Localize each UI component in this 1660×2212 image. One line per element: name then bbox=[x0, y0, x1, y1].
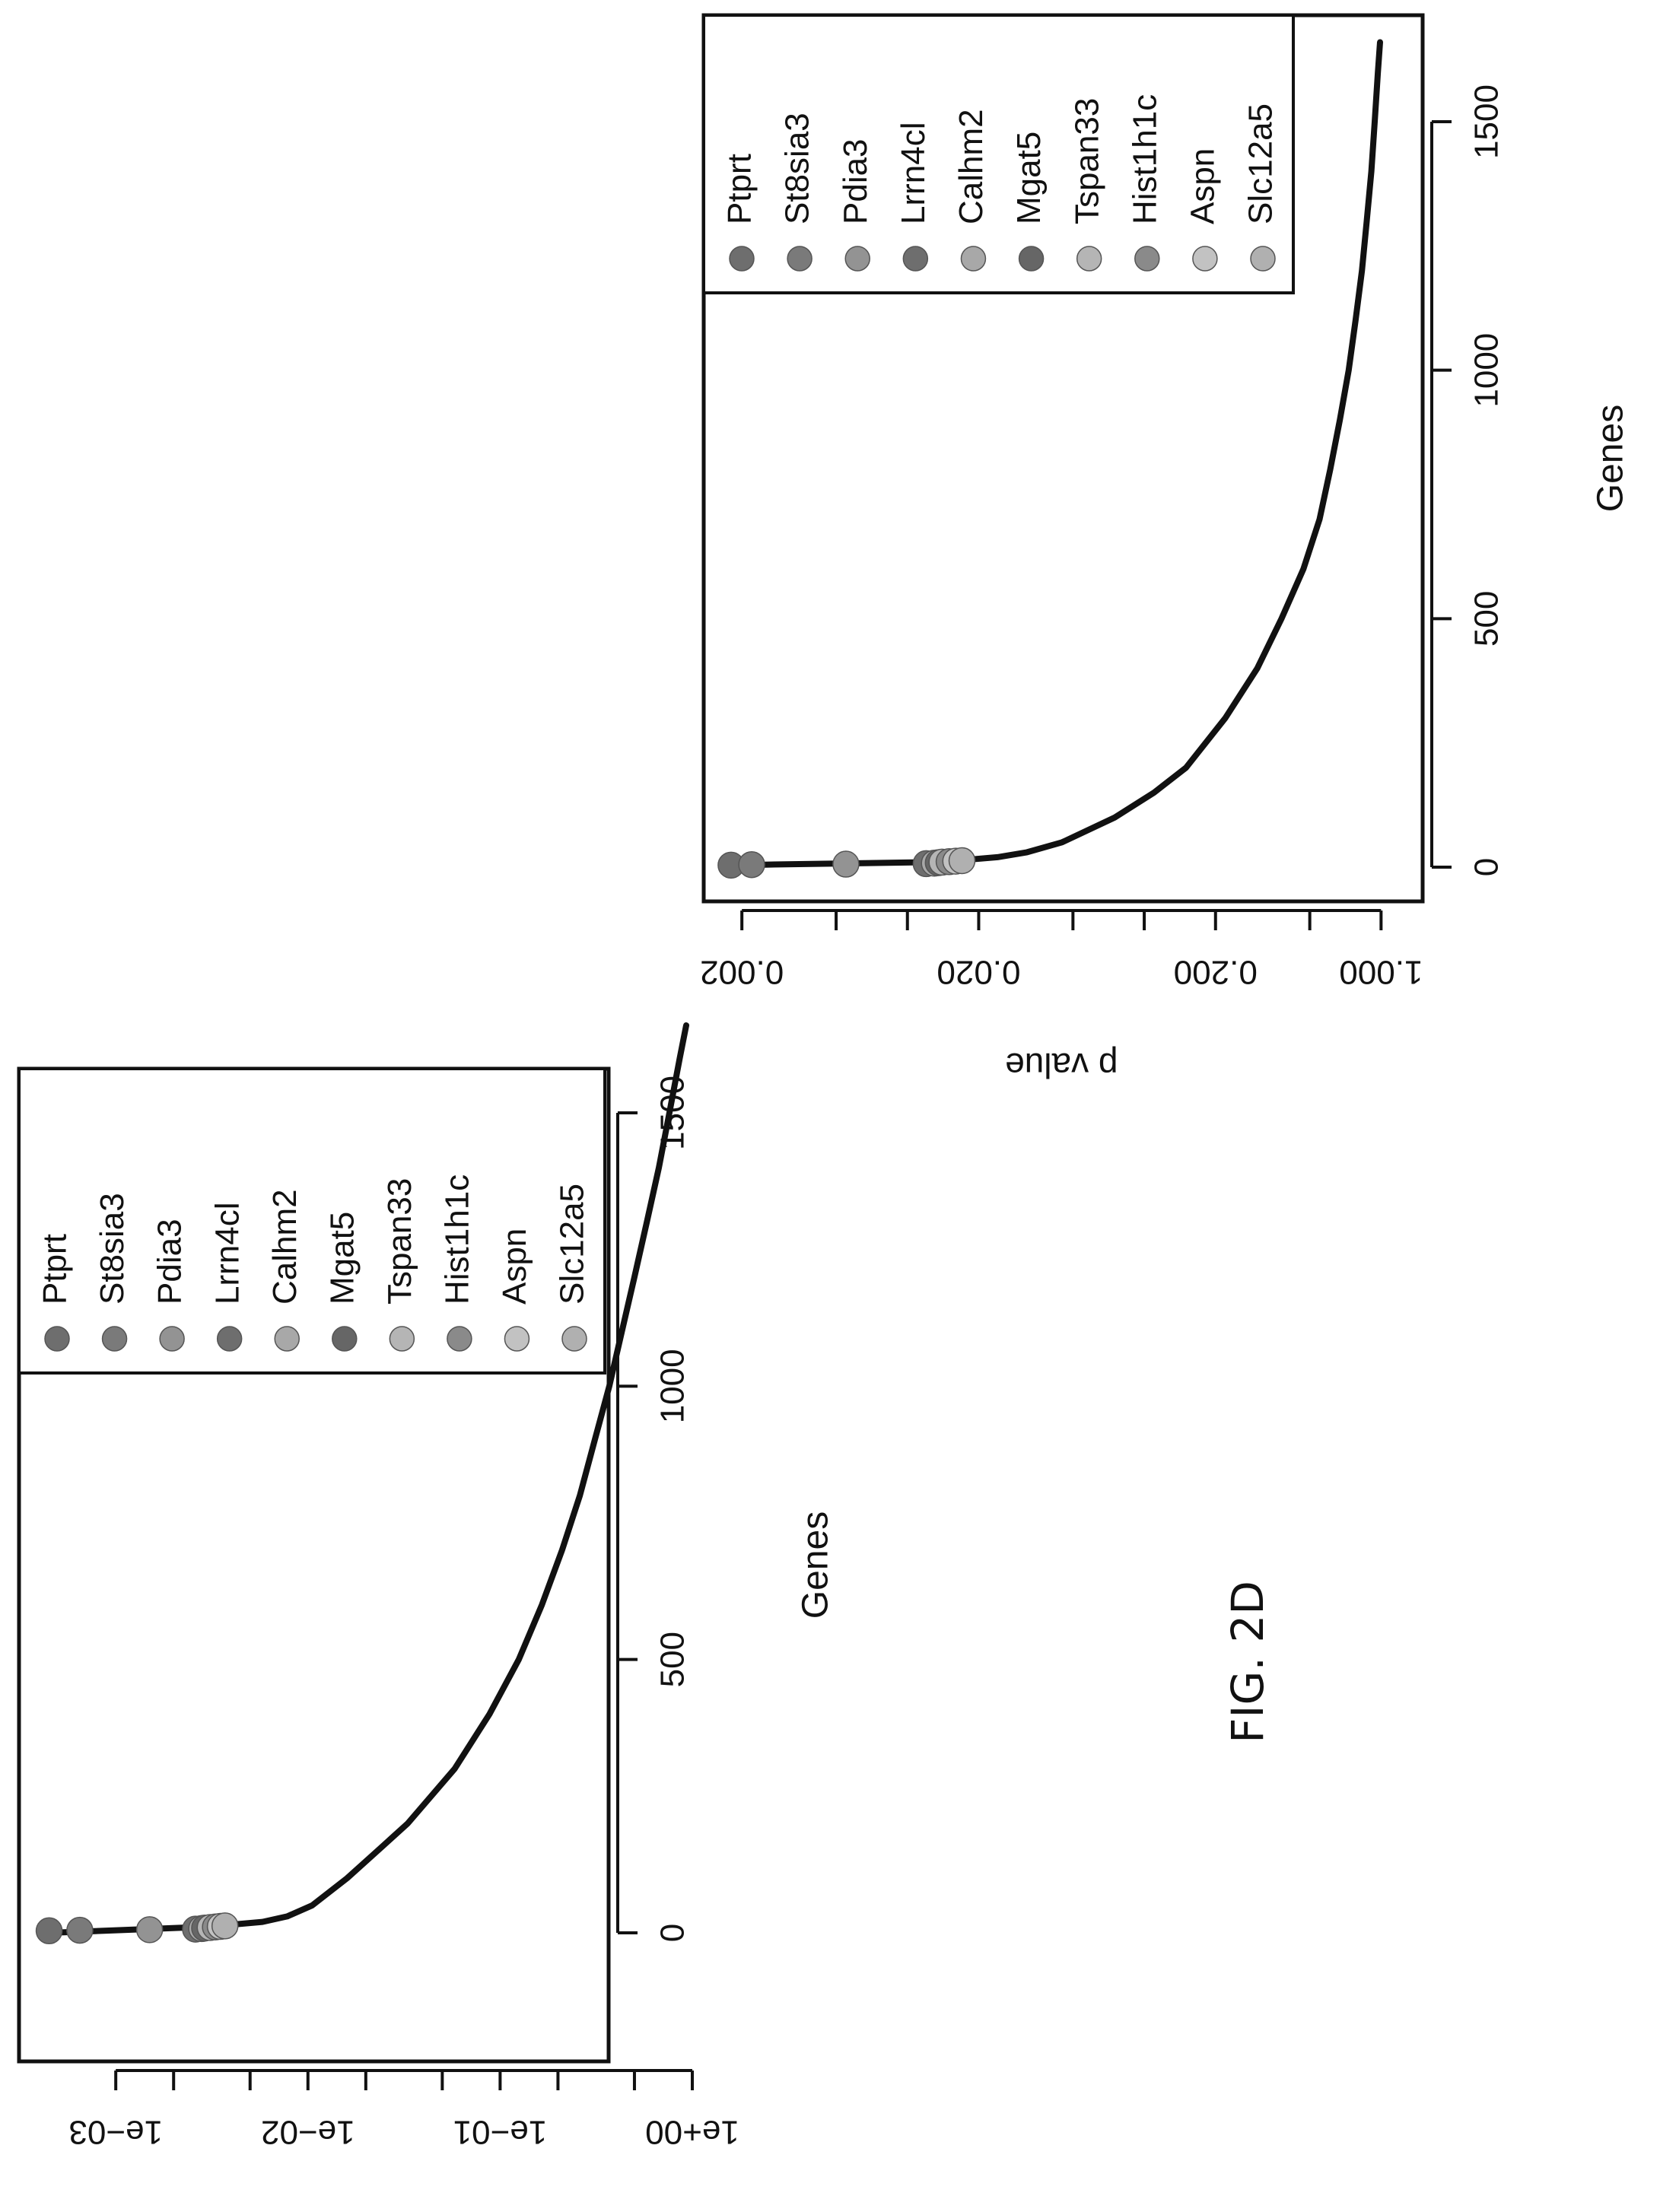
chart-panel-2: 0 500 1000 1500 Genes 1.000 0.200 0.020 0.002 p v… bbox=[700, 13, 1631, 1085]
legend-marker bbox=[389, 1326, 415, 1352]
legend-label: Hist1h1c bbox=[439, 1174, 476, 1305]
legend-marker bbox=[159, 1326, 185, 1352]
legend: Ptprt St8sia3 Pdia3 Lrrn4cl Calhm2 Mgat5 Tspan… bbox=[702, 14, 1295, 294]
y-tick-label: 1e−01 bbox=[453, 2113, 548, 2150]
legend-marker bbox=[216, 1326, 243, 1352]
legend-marker bbox=[960, 246, 987, 272]
legend-marker bbox=[1076, 246, 1102, 272]
y-tick-label: 0.200 bbox=[1174, 953, 1258, 990]
point-st8sia3 bbox=[66, 1916, 94, 1944]
legend-marker bbox=[1134, 246, 1160, 272]
legend-marker bbox=[902, 246, 929, 272]
y-axis-title: RRA score bbox=[320, 2206, 488, 2212]
legend-label: St8sia3 bbox=[779, 113, 816, 224]
legend-marker bbox=[729, 246, 755, 272]
point-st8sia3 bbox=[738, 850, 765, 879]
point-ptprt bbox=[35, 1917, 63, 1945]
legend-marker bbox=[787, 246, 813, 272]
x-axis-title: Genes bbox=[796, 1511, 836, 1619]
y-axis: 1.000 0.200 0.020 0.002 bbox=[700, 909, 1423, 990]
legend-label: Mgat5 bbox=[1010, 132, 1048, 224]
y-tick-label: 1e−02 bbox=[261, 2113, 355, 2150]
point-slc12a5 bbox=[211, 1912, 239, 1940]
y-axis-title: p value bbox=[1005, 1046, 1118, 1085]
y-tick-label: 0.002 bbox=[700, 953, 784, 990]
x-tick-label: 0 bbox=[1468, 858, 1506, 876]
series-line bbox=[739, 39, 1383, 870]
figure-label: FIG. 2D bbox=[1213, 1544, 1282, 1780]
point-slc12a5 bbox=[948, 847, 976, 875]
legend-label: Calhm2 bbox=[266, 1189, 304, 1305]
legend-label: Tspan33 bbox=[1068, 98, 1105, 224]
x-tick-label: 500 bbox=[654, 1632, 692, 1687]
x-tick-label: 1000 bbox=[654, 1349, 692, 1423]
legend-marker bbox=[561, 1326, 587, 1352]
chart-panel-1: 050010001500Genes1e+001e−011e−021e−03RRA… bbox=[17, 1022, 836, 2212]
legend-label: Lrrn4cl bbox=[895, 122, 932, 225]
legend: Ptprt St8sia3 Pdia3 Lrrn4cl Calhm2 Mgat5 Tspan… bbox=[17, 1067, 606, 1375]
legend-label: Ptprt bbox=[721, 154, 758, 224]
legend-label: Lrrn4cl bbox=[208, 1203, 246, 1305]
y-tick-label: 1.000 bbox=[1339, 953, 1423, 990]
x-tick-label: 0 bbox=[654, 1924, 692, 1942]
x-tick-label: 1000 bbox=[1468, 333, 1506, 408]
y-tick-label: 0.020 bbox=[937, 953, 1020, 990]
legend-marker bbox=[274, 1326, 300, 1352]
legend-label: Hist1h1c bbox=[1126, 94, 1163, 224]
point-pdia3 bbox=[135, 1916, 164, 1943]
legend-box bbox=[17, 1067, 606, 1375]
series-line bbox=[46, 1022, 689, 1936]
legend-label: Ptprt bbox=[37, 1234, 74, 1305]
legend-label: Tspan33 bbox=[381, 1178, 418, 1305]
legend-marker bbox=[447, 1326, 472, 1352]
legend-label: Aspn bbox=[496, 1228, 533, 1305]
figure-label-text: FIG. 2D bbox=[1222, 1581, 1274, 1743]
legend-marker bbox=[844, 246, 870, 272]
x-axis: 0 500 1000 1500 bbox=[1430, 84, 1506, 876]
legend-label: Calhm2 bbox=[952, 109, 990, 224]
legend-label: Pdia3 bbox=[151, 1219, 189, 1305]
x-tick-label: 500 bbox=[1468, 591, 1506, 647]
legend-marker bbox=[1250, 246, 1276, 272]
y-axis: 1e+00 1e−01 1e−02 1e−03 bbox=[68, 2069, 739, 2150]
legend-marker bbox=[1192, 246, 1218, 272]
legend-label: Mgat5 bbox=[323, 1212, 361, 1305]
legend-label: Slc12a5 bbox=[1242, 103, 1280, 224]
x-tick-label: 1500 bbox=[1468, 84, 1506, 159]
legend-label: Pdia3 bbox=[837, 138, 874, 224]
legend-label: Aspn bbox=[1185, 148, 1222, 224]
legend-label: St8sia3 bbox=[94, 1193, 131, 1305]
legend-label: Slc12a5 bbox=[554, 1184, 591, 1305]
legend-marker bbox=[1018, 246, 1045, 272]
legend-marker bbox=[332, 1326, 358, 1352]
x-axis-title: Genes bbox=[1591, 405, 1631, 512]
legend-marker bbox=[44, 1326, 70, 1352]
legend-marker bbox=[504, 1326, 530, 1352]
legend-marker bbox=[101, 1326, 128, 1352]
y-tick-label: 1e−03 bbox=[68, 2113, 163, 2150]
y-tick-label: 1e+00 bbox=[645, 2113, 739, 2150]
point-pdia3 bbox=[832, 850, 860, 878]
